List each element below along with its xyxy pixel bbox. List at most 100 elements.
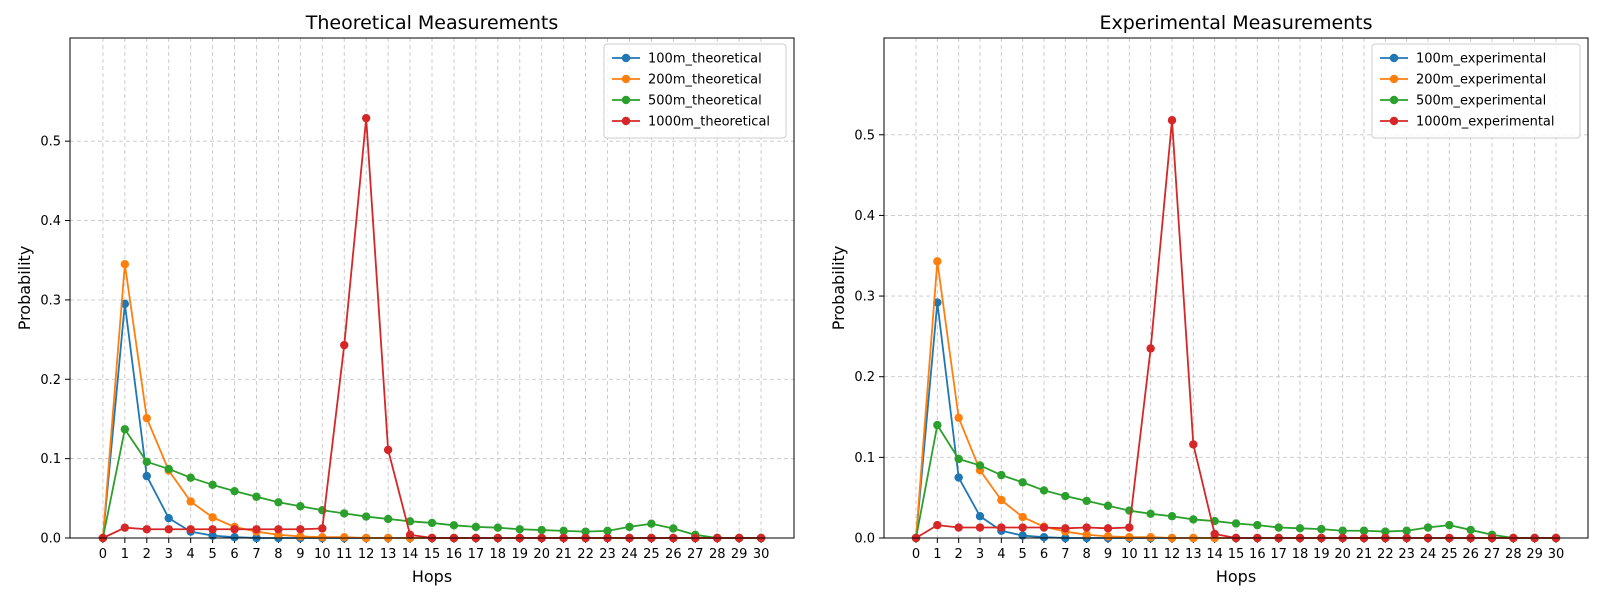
data-point (1317, 524, 1326, 534)
data-point (997, 470, 1006, 480)
data-point (1082, 530, 1091, 539)
data-point (1061, 524, 1070, 533)
x-tick-label: 19 (511, 547, 528, 562)
data-point (427, 518, 437, 528)
x-tick-label: 11 (336, 547, 353, 562)
x-tick-label: 29 (1526, 547, 1543, 562)
legend-marker (1389, 116, 1399, 126)
x-tick-label: 27 (687, 547, 704, 562)
data-point (142, 457, 151, 467)
plot-frame (69, 37, 795, 539)
data-point (1082, 523, 1091, 532)
x-tick-label: 14 (402, 547, 419, 562)
y-tick-label: 0.3 (854, 290, 875, 305)
data-point (1103, 532, 1113, 541)
x-tick-label: 29 (731, 547, 748, 562)
x-tick-label: 16 (1249, 547, 1266, 562)
data-point (625, 522, 634, 532)
data-point (340, 533, 349, 542)
data-point (559, 526, 568, 536)
data-point (230, 525, 239, 534)
x-tick-label: 16 (446, 547, 463, 562)
data-point (340, 340, 349, 350)
data-point (208, 513, 217, 522)
data-point (1146, 532, 1155, 542)
data-point (318, 533, 327, 542)
x-tick-label: 5 (208, 547, 216, 562)
data-point (296, 502, 305, 511)
x-tick-label: 26 (665, 547, 682, 562)
legend-label: 1000m_experimental (1416, 115, 1555, 130)
y-tick-label: 0.2 (854, 370, 875, 385)
y-tick-label: 0.3 (40, 293, 61, 308)
data-point (208, 525, 217, 534)
x-tick-label: 21 (1356, 547, 1373, 562)
legend-label: 100m_theoretical (648, 52, 762, 67)
x-tick-label: 28 (709, 547, 726, 562)
legend-label: 100m_experimental (1416, 52, 1546, 67)
data-point (186, 473, 195, 482)
chart-title: Experimental Measurements (1099, 12, 1372, 34)
data-point (1253, 520, 1262, 530)
legend-marker (1389, 74, 1399, 84)
data-point (997, 523, 1006, 532)
data-point (164, 513, 173, 523)
data-point (975, 512, 985, 521)
legend: 100m_theoretical 200m_theoretical 500m_the… (603, 43, 787, 139)
data-point (142, 471, 151, 481)
y-tick-label: 0.2 (40, 373, 61, 388)
x-tick-label: 9 (296, 547, 304, 562)
data-point (208, 480, 217, 490)
x-tick-label: 17 (1270, 547, 1287, 562)
x-tick-label: 12 (358, 547, 375, 562)
data-point (933, 420, 942, 430)
x-tick-label: 8 (274, 547, 282, 562)
series-200m_theoretical (98, 259, 766, 543)
data-point (954, 454, 963, 464)
data-point (142, 525, 151, 534)
x-tick-label: 12 (1164, 547, 1181, 562)
y-tick-label: 0.0 (40, 532, 61, 547)
data-point (120, 523, 130, 532)
chart-title: Theoretical Measurements (305, 12, 559, 34)
data-point (1359, 526, 1369, 535)
data-point (164, 464, 173, 474)
x-tick-label: 24 (1420, 547, 1437, 562)
x-tick-label: 7 (252, 547, 260, 562)
data-point (1274, 523, 1283, 532)
data-point (1231, 519, 1241, 528)
data-point (1018, 523, 1027, 532)
data-point (1295, 524, 1305, 533)
x-tick-label: 15 (1228, 547, 1245, 562)
x-tick-label: 22 (577, 547, 594, 562)
legend-box (603, 43, 787, 139)
data-point (954, 523, 963, 532)
x-tick-label: 17 (468, 547, 485, 562)
x-tick-label: 25 (1441, 547, 1458, 562)
data-point (318, 524, 327, 533)
x-tick-label: 4 (997, 547, 1005, 562)
x-tick-label: 22 (1377, 547, 1394, 562)
data-point (581, 527, 590, 536)
x-tick-label: 26 (1462, 547, 1479, 562)
y-tick-label: 0.4 (40, 214, 61, 229)
legend-label: 500m_theoretical (648, 94, 762, 109)
data-point (1338, 526, 1347, 535)
y-tick-label: 0.0 (854, 532, 875, 547)
data-point (1167, 512, 1177, 521)
data-point (252, 525, 261, 534)
data-point (252, 492, 261, 501)
data-point (383, 514, 393, 524)
data-point (603, 526, 612, 536)
data-point (1039, 532, 1049, 542)
x-tick-label: 21 (555, 547, 572, 562)
y-axis-label: Probability (15, 246, 34, 331)
x-tick-label: 30 (1548, 547, 1565, 562)
x-tick-label: 2 (955, 547, 963, 562)
data-point (1423, 523, 1433, 532)
data-point (933, 520, 942, 530)
x-tick-label: 14 (1206, 547, 1223, 562)
data-point (1082, 496, 1091, 506)
legend-label: 200m_experimental (1416, 73, 1546, 88)
